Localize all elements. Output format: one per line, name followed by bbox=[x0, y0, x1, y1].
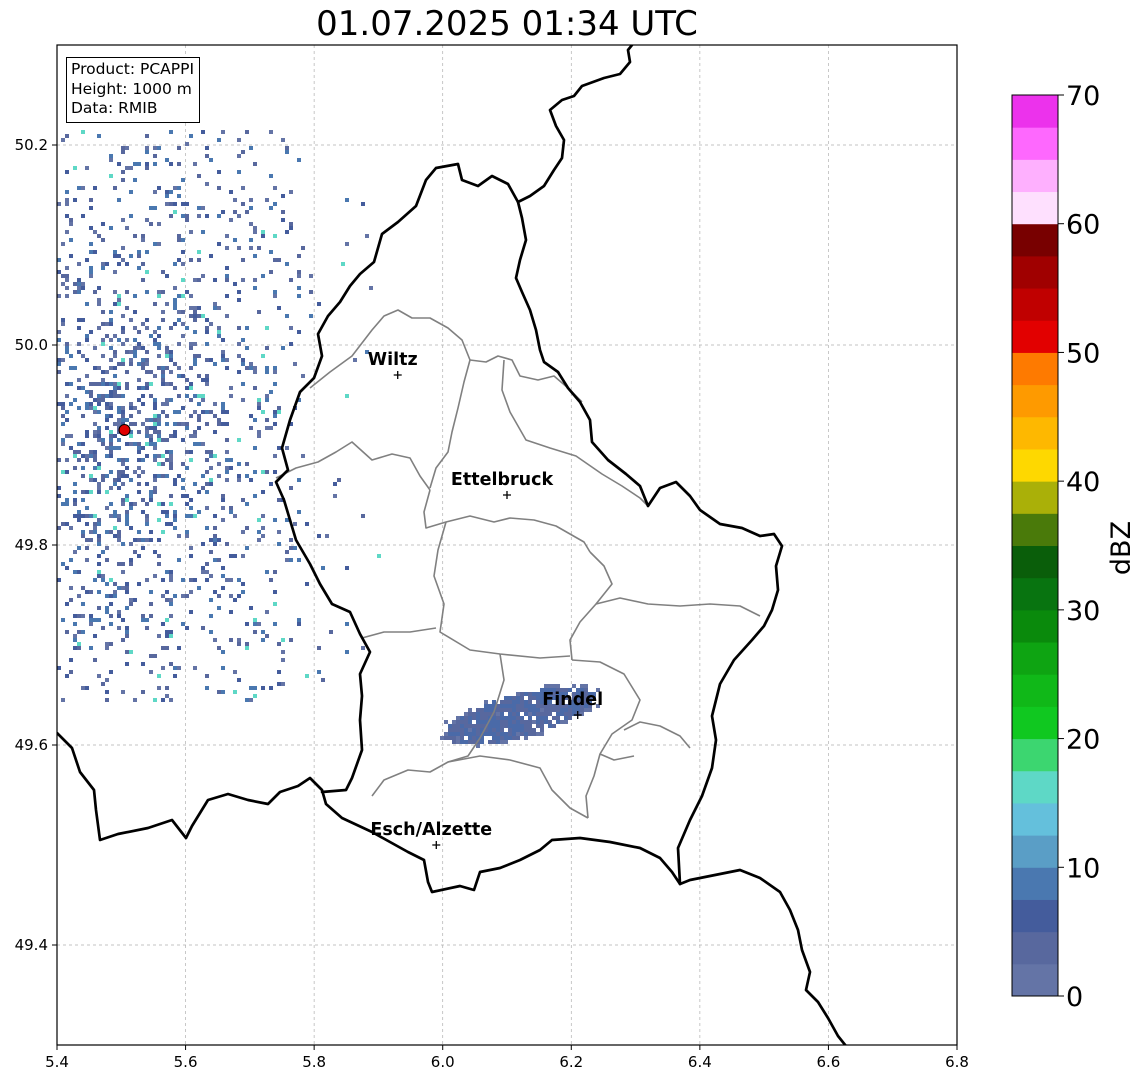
colorbar-tick-label: 30 bbox=[1066, 596, 1100, 627]
colorbar-segment bbox=[1012, 416, 1058, 450]
map-title: 01.07.2025 01:34 UTC bbox=[316, 4, 698, 44]
city-label: Esch/Alzette bbox=[370, 820, 492, 840]
city-marker-cross bbox=[503, 491, 511, 499]
colorbar-segment bbox=[1012, 384, 1058, 418]
radar-site-marker bbox=[118, 424, 131, 436]
city-label: Findel bbox=[542, 690, 603, 710]
y-tick-label: 49.8 bbox=[15, 536, 48, 554]
x-tick-label: 6.6 bbox=[816, 1053, 840, 1071]
colorbar-segment bbox=[1012, 255, 1058, 289]
colorbar-label: dBZ bbox=[1106, 521, 1137, 575]
x-tick-label: 6.8 bbox=[945, 1053, 969, 1071]
colorbar-segment bbox=[1012, 448, 1058, 482]
colorbar-segment bbox=[1012, 127, 1058, 160]
colorbar-tick-label: 40 bbox=[1066, 467, 1100, 498]
colorbar-segment bbox=[1012, 545, 1058, 579]
colorbar-segment bbox=[1012, 738, 1058, 772]
x-tick-label: 6.2 bbox=[559, 1053, 583, 1071]
y-axis-ticks: 49.4 49.6 49.8 50.0 50.2 bbox=[15, 136, 57, 954]
city-label: Wiltz bbox=[368, 350, 418, 370]
country-border bbox=[57, 45, 847, 1045]
colorbar-segment bbox=[1012, 95, 1058, 128]
colorbar-segment bbox=[1012, 770, 1058, 804]
info-box: Product: PCAPPI Height: 1000 m Data: RMI… bbox=[66, 57, 201, 123]
colorbar-segment bbox=[1012, 159, 1058, 193]
colorbar-segment bbox=[1012, 288, 1058, 321]
colorbar-segment bbox=[1012, 223, 1058, 257]
y-tick-label: 49.4 bbox=[15, 936, 48, 954]
x-axis-ticks: 5.4 5.6 5.8 6.0 6.2 6.4 6.6 6.8 bbox=[45, 1045, 969, 1071]
colorbar-segment bbox=[1012, 963, 1058, 997]
colorbar-tick-label: 50 bbox=[1066, 338, 1100, 369]
colorbar-segment bbox=[1012, 802, 1058, 836]
x-tick-label: 5.4 bbox=[45, 1053, 69, 1071]
y-tick-label: 49.6 bbox=[15, 736, 48, 754]
colorbar-segment bbox=[1012, 706, 1058, 740]
colorbar-segment bbox=[1012, 609, 1058, 643]
x-tick-label: 6.4 bbox=[688, 1053, 712, 1071]
x-tick-label: 5.8 bbox=[302, 1053, 326, 1071]
colorbar-segment bbox=[1012, 867, 1058, 900]
reflectivity-echoes bbox=[57, 130, 600, 748]
colorbar-segment bbox=[1012, 899, 1058, 933]
x-tick-label: 6.0 bbox=[431, 1053, 455, 1071]
colorbar-tick-label: 60 bbox=[1066, 210, 1100, 241]
canton-borders bbox=[275, 309, 761, 819]
city-marker-cross bbox=[573, 711, 582, 719]
colorbar-tick-label: 20 bbox=[1066, 725, 1100, 756]
colorbar-segment bbox=[1012, 577, 1058, 611]
colorbar-tick-label: 10 bbox=[1066, 853, 1100, 884]
city-label: Ettelbruck bbox=[451, 470, 554, 490]
colorbar-segment bbox=[1012, 674, 1058, 707]
colorbar-frame bbox=[1011, 94, 1059, 997]
colorbar-tick-label: 0 bbox=[1066, 982, 1083, 1013]
x-tick-label: 5.6 bbox=[174, 1053, 198, 1071]
colorbar-segment bbox=[1012, 320, 1058, 353]
colorbar-segment bbox=[1012, 352, 1058, 386]
y-tick-label: 50.0 bbox=[15, 336, 48, 354]
data-source-label: Data: RMIB bbox=[71, 99, 158, 117]
city-marker-cross bbox=[432, 841, 441, 849]
city-marker-cross bbox=[393, 371, 402, 379]
colorbar-segment bbox=[1012, 481, 1058, 514]
colorbar-segment bbox=[1012, 191, 1058, 225]
product-label: Product: PCAPPI bbox=[71, 60, 195, 78]
y-tick-label: 50.2 bbox=[15, 136, 48, 154]
city-markers: Wiltz Ettelbruck Findel Esch/Alzette bbox=[368, 350, 603, 849]
height-label: Height: 1000 m bbox=[71, 79, 192, 98]
colorbar-segment bbox=[1012, 835, 1058, 868]
colorbar-segment bbox=[1012, 513, 1058, 546]
colorbar: 0 10 20 30 40 50 60 70 dBZ bbox=[1011, 81, 1137, 1013]
colorbar-tick-label: 70 bbox=[1066, 81, 1100, 112]
colorbar-segment bbox=[1012, 642, 1058, 675]
colorbar-segment bbox=[1012, 931, 1058, 965]
